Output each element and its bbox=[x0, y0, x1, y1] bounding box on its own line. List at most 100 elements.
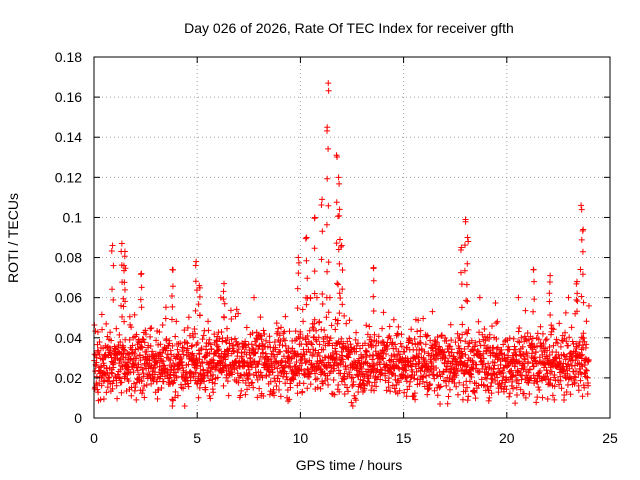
data-point bbox=[220, 382, 227, 389]
data-point bbox=[142, 327, 149, 334]
data-point bbox=[120, 346, 127, 353]
data-point bbox=[326, 337, 333, 344]
data-point bbox=[98, 311, 105, 318]
data-point bbox=[346, 335, 353, 342]
data-point bbox=[321, 327, 328, 334]
data-point bbox=[109, 370, 116, 377]
data-point bbox=[303, 301, 310, 308]
data-point bbox=[411, 390, 418, 397]
data-point bbox=[363, 348, 370, 355]
data-point bbox=[319, 300, 326, 307]
data-point bbox=[196, 356, 203, 363]
data-point bbox=[188, 343, 195, 350]
data-point bbox=[190, 334, 197, 341]
data-point bbox=[543, 367, 550, 374]
data-point bbox=[192, 330, 199, 337]
data-point bbox=[396, 387, 403, 394]
plot-frame bbox=[93, 56, 611, 419]
data-point bbox=[233, 306, 240, 313]
data-point bbox=[577, 352, 584, 359]
data-point bbox=[317, 385, 324, 392]
data-point bbox=[581, 384, 588, 391]
data-point bbox=[313, 327, 320, 334]
x-tick-label: 5 bbox=[193, 430, 201, 446]
data-point bbox=[417, 327, 424, 334]
data-point bbox=[271, 339, 278, 346]
data-point bbox=[279, 357, 286, 364]
data-point bbox=[574, 308, 581, 315]
data-point bbox=[209, 371, 216, 378]
data-point bbox=[109, 385, 116, 392]
data-point bbox=[334, 320, 341, 327]
data-point bbox=[426, 381, 433, 388]
data-point bbox=[470, 346, 477, 353]
data-point bbox=[218, 329, 225, 336]
data-point bbox=[460, 381, 467, 388]
data-point bbox=[200, 332, 207, 339]
data-point bbox=[533, 399, 540, 406]
data-point bbox=[295, 259, 302, 266]
data-point bbox=[564, 361, 571, 368]
data-point bbox=[125, 377, 132, 384]
data-point bbox=[522, 394, 529, 401]
data-point bbox=[427, 337, 434, 344]
data-point bbox=[199, 358, 206, 365]
data-point bbox=[165, 355, 172, 362]
data-point bbox=[275, 386, 282, 393]
data-point bbox=[119, 363, 126, 370]
data-point bbox=[194, 339, 201, 346]
data-point bbox=[487, 383, 494, 390]
data-point bbox=[441, 349, 448, 356]
data-point bbox=[333, 199, 340, 206]
data-point bbox=[403, 344, 410, 351]
data-point bbox=[574, 290, 581, 297]
data-point bbox=[253, 329, 260, 336]
data-point bbox=[462, 338, 469, 345]
data-point bbox=[121, 267, 128, 274]
data-point bbox=[485, 387, 492, 394]
data-point bbox=[387, 335, 394, 342]
data-point bbox=[413, 368, 420, 375]
data-point bbox=[313, 338, 320, 345]
data-point bbox=[398, 331, 405, 338]
data-point bbox=[416, 358, 423, 365]
data-point bbox=[578, 293, 585, 300]
chart-title: Day 026 of 2026, Rate Of TEC Index for r… bbox=[184, 20, 514, 36]
data-point bbox=[139, 366, 146, 373]
data-point bbox=[388, 352, 395, 359]
data-point bbox=[257, 353, 264, 360]
data-point bbox=[174, 346, 181, 353]
data-point bbox=[276, 332, 283, 339]
data-point bbox=[302, 359, 309, 366]
data-point bbox=[113, 382, 120, 389]
data-point bbox=[520, 351, 527, 358]
data-point bbox=[568, 324, 575, 331]
data-point bbox=[318, 369, 325, 376]
data-point bbox=[343, 366, 350, 373]
data-point bbox=[141, 339, 148, 346]
data-point bbox=[315, 349, 322, 356]
data-point bbox=[383, 361, 390, 368]
data-point bbox=[495, 365, 502, 372]
data-point bbox=[325, 145, 332, 152]
data-point bbox=[458, 244, 465, 251]
y-tick-label: 0.02 bbox=[55, 370, 82, 386]
data-point bbox=[131, 387, 138, 394]
data-point bbox=[544, 395, 551, 402]
data-point bbox=[411, 372, 418, 379]
x-tick-label: 15 bbox=[396, 430, 412, 446]
x-axis-label: GPS time / hours bbox=[296, 457, 403, 473]
data-point bbox=[398, 343, 405, 350]
data-point bbox=[546, 278, 553, 285]
data-point bbox=[336, 388, 343, 395]
data-point bbox=[476, 329, 483, 336]
data-point bbox=[184, 340, 191, 347]
y-tick-label: 0.06 bbox=[55, 290, 82, 306]
data-point bbox=[221, 300, 228, 307]
data-point bbox=[172, 388, 179, 395]
data-point bbox=[493, 336, 500, 343]
data-point bbox=[546, 344, 553, 351]
data-point bbox=[522, 307, 529, 314]
data-point bbox=[315, 334, 322, 341]
data-point bbox=[169, 303, 176, 310]
